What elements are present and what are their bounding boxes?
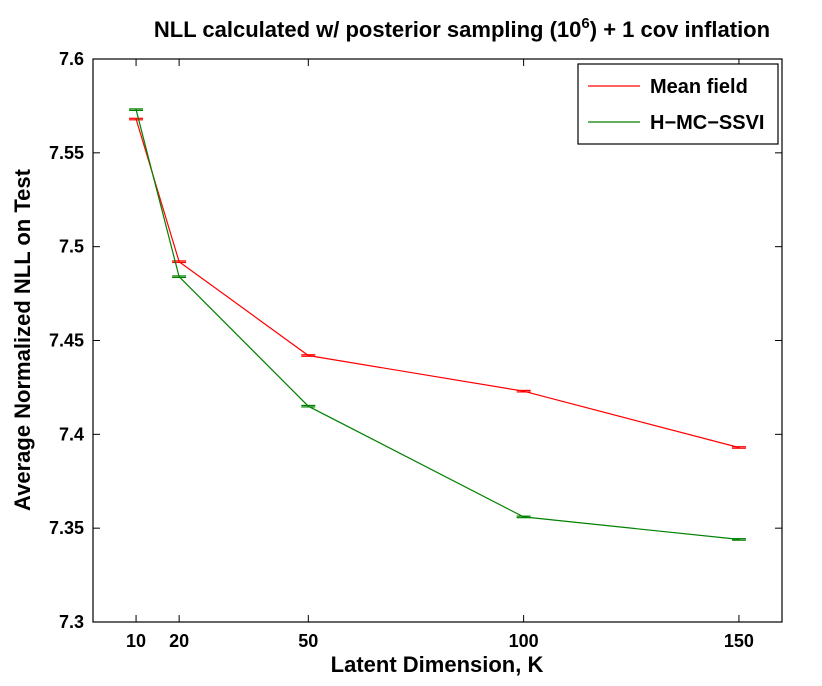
axis-ticks: 7.3 7.35 7.4 7.45 7.5 7.55 7.6 10 20 50 100 150 [49, 49, 782, 651]
error-bar [731, 538, 746, 541]
x-tick-label: 20 [169, 631, 189, 651]
legend-label: H−MC−SSVI [650, 112, 764, 134]
error-bar [516, 389, 531, 393]
x-tick-label: 100 [509, 631, 539, 651]
series-h-mc-ssvi [129, 108, 746, 541]
series-mean-field [129, 117, 746, 449]
y-tick-label: 7.6 [59, 49, 84, 69]
y-axis-label: Average Normalized NLL on Test [10, 168, 35, 511]
y-tick-label: 7.35 [49, 518, 84, 538]
x-axis-label: Latent Dimension, K [331, 652, 544, 677]
x-tick-label: 150 [724, 631, 754, 651]
legend-box [577, 63, 779, 145]
y-tick-label: 7.55 [49, 143, 84, 163]
error-bar [301, 404, 316, 408]
error-bar [516, 515, 531, 519]
error-bar [129, 108, 144, 112]
x-tick-label: 50 [298, 631, 318, 651]
plot-area [92, 58, 783, 623]
error-bar [129, 117, 144, 121]
y-tick-label: 7.4 [59, 424, 84, 444]
legend-label: Mean field [650, 76, 748, 98]
error-bar [172, 275, 187, 279]
error-bar [731, 446, 746, 449]
y-tick-label: 7.5 [59, 237, 84, 257]
y-tick-label: 7.3 [59, 612, 84, 632]
series-layer [129, 108, 746, 541]
chart-title: NLL calculated w/ posterior sampling (10… [154, 15, 770, 42]
y-tick-label: 7.45 [49, 331, 84, 351]
chart-title-exponent: 6 [581, 15, 589, 32]
chart-title-main: NLL calculated w/ posterior sampling (10 [154, 17, 581, 42]
legend: Mean field H−MC−SSVI [577, 63, 779, 145]
chart-title-tail: ) + 1 cov inflation [590, 17, 770, 42]
error-bar [301, 354, 316, 357]
x-tick-label: 10 [126, 631, 146, 651]
